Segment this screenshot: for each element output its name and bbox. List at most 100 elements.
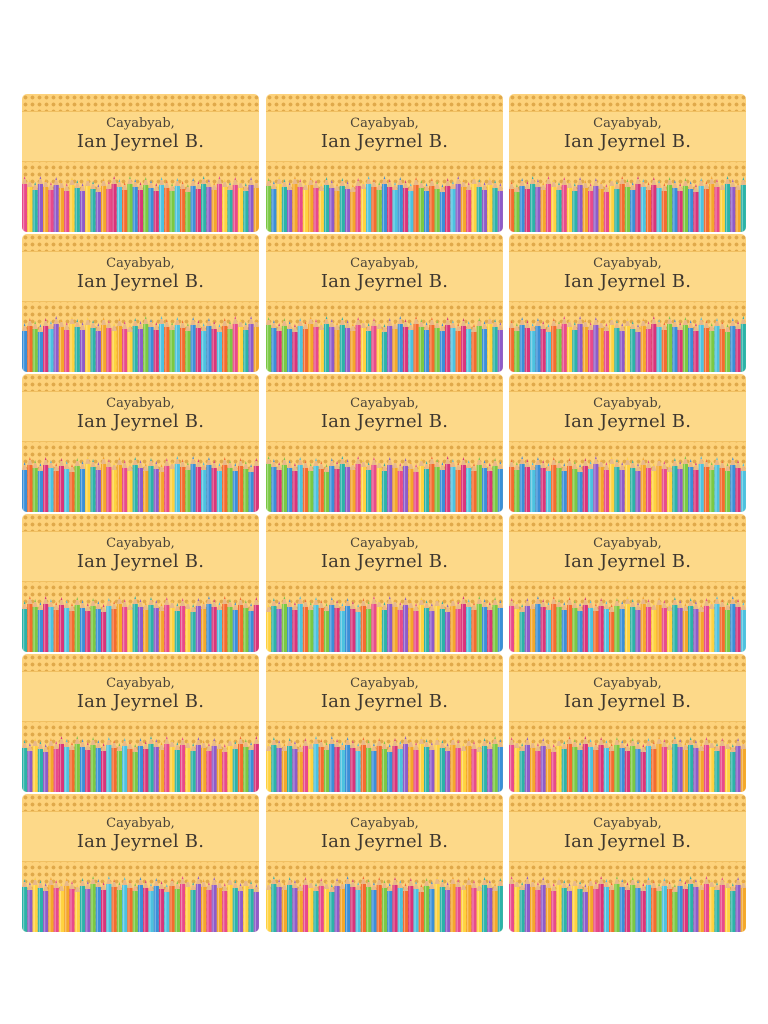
pencil — [455, 176, 461, 232]
pencil — [418, 319, 424, 372]
pencil — [339, 881, 345, 932]
pencil — [195, 598, 201, 652]
pencil — [111, 740, 117, 792]
pencil — [287, 460, 293, 512]
pencil — [22, 601, 28, 652]
pencil — [137, 877, 144, 932]
pencil — [740, 602, 746, 652]
pencil — [619, 323, 625, 372]
pencil — [667, 464, 673, 512]
pencil — [79, 183, 86, 232]
pencil — [232, 880, 238, 932]
pencil — [682, 178, 688, 232]
name-band: Cayabyab, Ian Jeyrnel B. — [22, 531, 259, 582]
pencil — [535, 318, 541, 372]
pencil — [476, 596, 482, 652]
pencil — [174, 456, 180, 512]
pencil — [318, 878, 324, 932]
pencil — [703, 737, 710, 792]
pencil — [366, 323, 372, 372]
pencil — [95, 462, 101, 512]
pencil — [582, 736, 588, 792]
pencil — [227, 182, 233, 232]
pencil — [164, 180, 170, 232]
pencil — [424, 322, 430, 372]
pencil — [58, 883, 65, 932]
pencil — [271, 181, 277, 232]
pencil — [43, 179, 49, 232]
pencil — [640, 318, 646, 372]
pencil — [37, 602, 43, 652]
pencil — [253, 736, 259, 792]
pencil — [645, 321, 652, 372]
pencil — [308, 880, 314, 932]
pencil — [211, 182, 217, 232]
pencil — [424, 878, 430, 932]
pencil — [730, 744, 736, 792]
pencil — [58, 458, 65, 512]
pencil — [677, 183, 683, 232]
pencil — [445, 456, 451, 512]
pencil — [276, 462, 282, 512]
pencil — [582, 458, 588, 512]
pencil — [48, 738, 54, 792]
pencil — [535, 179, 541, 232]
pencil — [164, 597, 170, 652]
pencil — [222, 318, 228, 372]
pencil — [95, 184, 101, 232]
pencil — [619, 879, 625, 932]
pencil — [530, 601, 536, 652]
pencil — [132, 457, 138, 512]
pencil — [190, 317, 196, 372]
pencil — [302, 321, 309, 372]
pencil — [53, 602, 59, 652]
pencil — [635, 741, 641, 792]
pencil — [519, 604, 525, 652]
surname-text: Cayabyab, — [593, 676, 662, 691]
pencil — [376, 738, 382, 792]
given-name-text: Ian Jeyrnel B. — [563, 411, 692, 432]
pencil — [281, 318, 287, 372]
pencil — [122, 460, 128, 512]
pencil — [116, 882, 122, 932]
pencil — [43, 883, 49, 932]
pencil — [174, 317, 180, 372]
name-band: Cayabyab, Ian Jeyrnel B. — [509, 811, 746, 862]
pencil — [216, 463, 223, 512]
pencil — [287, 599, 293, 652]
pencil — [376, 182, 382, 232]
pencil — [619, 462, 625, 512]
pencil — [308, 316, 314, 372]
pencil — [703, 598, 710, 652]
pencil — [190, 882, 196, 932]
pencil — [387, 744, 393, 792]
pencil — [424, 183, 430, 232]
pencil — [603, 601, 609, 652]
pencil — [74, 597, 80, 652]
pencil — [127, 602, 133, 652]
pencil — [148, 458, 154, 512]
pencil — [603, 740, 609, 792]
name-label: Cayabyab, Ian Jeyrnel B. — [266, 234, 503, 372]
pencil — [48, 321, 54, 372]
pencil — [85, 881, 91, 932]
pencil — [266, 317, 272, 372]
pencil — [413, 881, 419, 932]
pencil — [429, 742, 435, 792]
pencil — [645, 182, 652, 232]
pencil — [271, 598, 277, 652]
pencil — [158, 742, 165, 792]
pencil — [656, 319, 662, 372]
pencil — [174, 881, 180, 932]
pencil — [688, 598, 694, 652]
surname-text: Cayabyab, — [350, 816, 419, 831]
pencil — [519, 743, 525, 792]
pencil — [530, 176, 536, 232]
pencil — [169, 600, 175, 652]
pencil — [609, 743, 615, 792]
name-band: Cayabyab, Ian Jeyrnel B. — [22, 111, 259, 162]
pencil — [698, 317, 704, 372]
pencil — [556, 182, 562, 232]
pencil — [313, 736, 319, 792]
pencil — [408, 183, 414, 232]
